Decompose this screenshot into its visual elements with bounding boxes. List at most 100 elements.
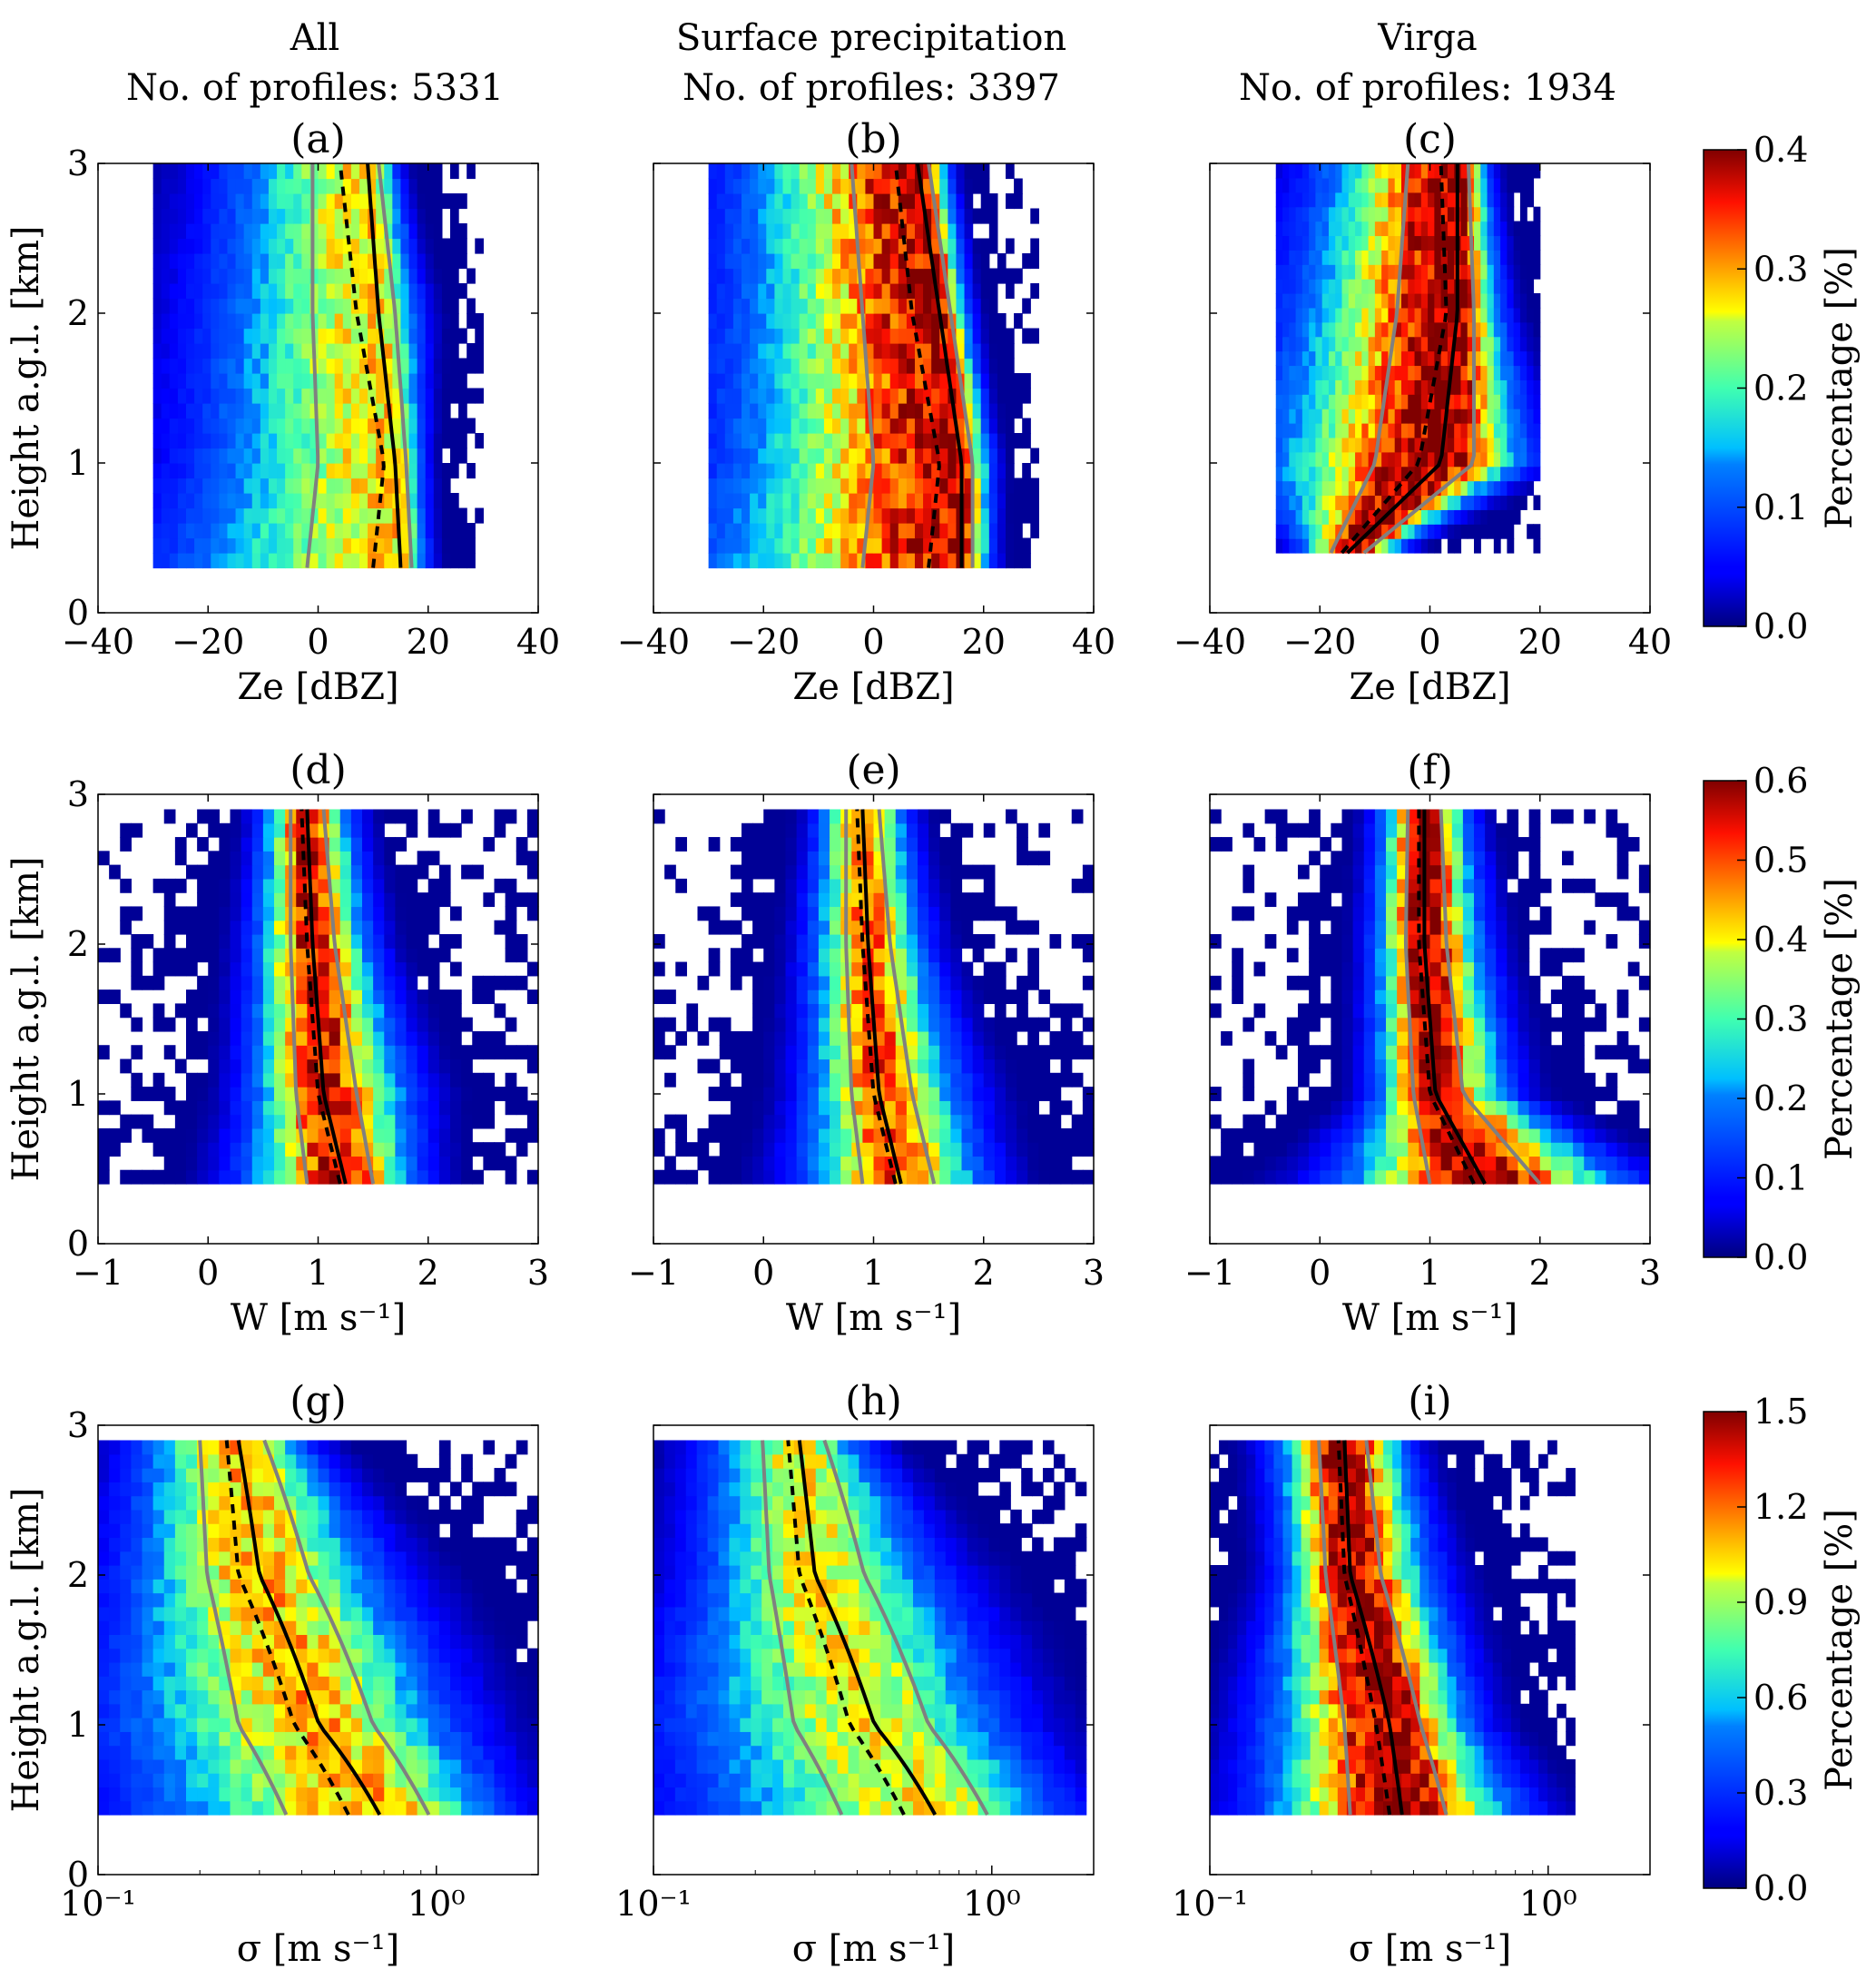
- heatmap-cell: [1487, 350, 1495, 367]
- heatmap-cell: [251, 448, 261, 464]
- heatmap-cell: [1321, 495, 1330, 510]
- heatmap-cell: [1500, 437, 1508, 453]
- heatmap-cell: [865, 193, 875, 210]
- heatmap-cell: [235, 208, 245, 224]
- heatmap-cell: [362, 934, 374, 949]
- p75-line: [377, 162, 414, 568]
- heatmap-cell: [362, 990, 374, 1004]
- heatmap-cell: [1454, 466, 1462, 482]
- heatmap-cell: [807, 313, 817, 330]
- heatmap-cell: [505, 975, 517, 990]
- heatmap-cell: [1513, 509, 1521, 525]
- heatmap-cell: [235, 178, 245, 194]
- x-tick-label: −20: [727, 622, 800, 662]
- heatmap-cell: [152, 448, 162, 464]
- heatmap-cell: [980, 388, 990, 404]
- median-line: [916, 162, 964, 568]
- heatmap-cell: [895, 920, 908, 935]
- heatmap-cell: [1480, 466, 1488, 482]
- heatmap-cell: [898, 493, 908, 509]
- heatmap-cell: [251, 403, 261, 419]
- heatmap-cell: [208, 1142, 220, 1157]
- heatmap-cell: [161, 343, 171, 359]
- x-tick-label: −20: [172, 622, 244, 662]
- heatmap-cell: [186, 990, 198, 1004]
- heatmap-cell: [301, 418, 310, 434]
- heatmap-cell: [1301, 538, 1310, 554]
- heatmap-cell: [350, 837, 363, 852]
- heatmap-cell: [417, 403, 427, 419]
- heatmap-cell: [450, 493, 459, 509]
- heatmap-cell: [732, 463, 742, 479]
- heatmap-cell: [152, 163, 162, 180]
- heatmap-cell: [301, 523, 310, 539]
- heatmap-cell: [1595, 1169, 1607, 1185]
- heatmap-cell: [964, 253, 974, 270]
- heatmap-cell: [724, 163, 734, 180]
- heatmap-cell: [392, 553, 402, 569]
- heatmap-cell: [914, 507, 924, 524]
- heatmap-cell: [243, 208, 253, 224]
- heatmap-cell: [1434, 409, 1442, 424]
- heatmap-cell: [1328, 394, 1336, 409]
- heatmap-cell: [766, 493, 775, 509]
- heatmap-cell: [1480, 437, 1488, 453]
- x-tick-label: 3: [1083, 1253, 1105, 1293]
- heatmap-cell: [161, 163, 171, 180]
- heatmap-cell: [186, 1003, 198, 1019]
- heatmap-cell: [1420, 379, 1429, 395]
- heatmap-cell: [818, 1030, 830, 1046]
- heatmap-cell: [1361, 437, 1370, 453]
- heatmap-cell: [906, 448, 916, 464]
- heatmap-cell: [277, 537, 286, 554]
- heatmap-cell: [368, 478, 377, 494]
- heatmap-cell: [1414, 495, 1422, 510]
- heatmap-cell: [384, 463, 393, 479]
- heatmap-cell: [262, 878, 275, 893]
- heatmap-cell: [1519, 437, 1527, 453]
- heatmap-cell: [427, 920, 440, 935]
- heatmap-cell: [1527, 466, 1535, 482]
- heatmap-cell: [956, 208, 966, 224]
- heatmap-cell: [202, 433, 211, 449]
- heatmap-cell: [211, 208, 220, 224]
- heatmap-cell: [950, 1030, 963, 1046]
- heatmap-cell: [732, 328, 742, 344]
- heatmap-cell: [376, 418, 385, 434]
- heatmap-cell: [339, 809, 352, 824]
- heatmap-cell: [1500, 423, 1508, 438]
- heatmap-cell: [865, 448, 875, 464]
- heatmap-cell: [1315, 379, 1323, 395]
- heatmap-cell: [467, 523, 476, 539]
- heatmap-cell: [1507, 163, 1515, 179]
- heatmap-cell: [384, 1003, 396, 1019]
- heatmap-cell: [742, 403, 751, 419]
- heatmap-cell: [983, 1156, 996, 1171]
- heatmap-cell: [427, 1072, 440, 1088]
- heatmap-cell: [293, 478, 302, 494]
- heatmap-cell: [873, 507, 883, 524]
- heatmap-cell: [458, 523, 467, 539]
- heatmap-cell: [285, 493, 294, 509]
- heatmap-cell: [1394, 423, 1402, 438]
- heatmap-cell: [461, 1100, 473, 1116]
- heatmap-cell: [1428, 206, 1435, 222]
- heatmap-cell: [408, 433, 418, 449]
- heatmap-cell: [194, 523, 203, 539]
- heatmap-cell: [799, 388, 809, 404]
- heatmap-cell: [1006, 1142, 1017, 1157]
- heatmap-cell: [774, 1100, 787, 1116]
- heatmap-cell: [177, 493, 187, 509]
- heatmap-cell: [260, 537, 270, 554]
- heatmap-cell: [417, 851, 429, 866]
- heatmap-cell: [251, 934, 264, 949]
- heatmap-cell: [1348, 192, 1356, 208]
- heatmap-cell: [342, 298, 352, 314]
- heatmap-cell: [1428, 524, 1435, 539]
- heatmap-cell: [849, 238, 858, 254]
- heatmap-cell: [791, 418, 800, 434]
- heatmap-cell: [194, 223, 203, 240]
- heatmap-cell: [983, 961, 996, 977]
- heatmap-cell: [1493, 192, 1501, 208]
- heatmap-cell: [219, 1003, 231, 1019]
